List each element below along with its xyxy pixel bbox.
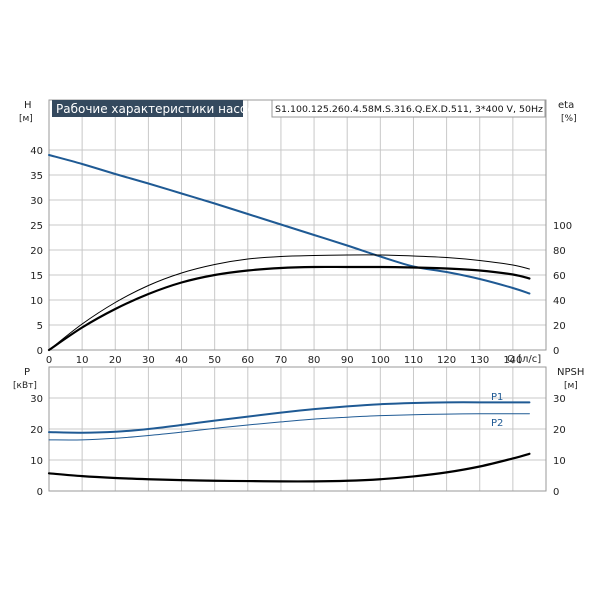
upper-right-axis-unit: [%] bbox=[561, 114, 577, 124]
lower-tick-labels: 0 10 20 30 0 10 20 30 bbox=[30, 394, 565, 498]
right-tick-label: 60 bbox=[553, 271, 566, 282]
pump-model-label: S1.100.125.260.4.58M.S.316.Q.EX.D.511, 3… bbox=[275, 105, 543, 115]
upper-tick-labels: 0 5 10 15 20 25 30 35 40 0 20 40 60 80 100 0 10 20 30 40 50 6… bbox=[30, 146, 572, 366]
x-axis-label: Q [л/с] bbox=[507, 354, 541, 365]
right-tick-label: 40 bbox=[553, 296, 566, 307]
right-tick-label: 30 bbox=[553, 394, 566, 405]
left-tick-label: 35 bbox=[30, 171, 43, 182]
title-background bbox=[52, 100, 243, 117]
x-tick-label: 20 bbox=[109, 355, 122, 366]
lower-gridlines bbox=[49, 367, 546, 491]
right-tick-label: 20 bbox=[553, 321, 566, 332]
right-tick-label: 20 bbox=[553, 425, 566, 436]
x-tick-label: 40 bbox=[175, 355, 188, 366]
left-tick-label: 30 bbox=[30, 196, 43, 207]
left-tick-label: 0 bbox=[37, 346, 43, 357]
lower-series-line-0 bbox=[48, 401, 531, 434]
lower-series-line-1 bbox=[48, 413, 530, 441]
x-tick-label: 50 bbox=[208, 355, 221, 366]
x-tick-label: 60 bbox=[241, 355, 254, 366]
lower-plot-frame bbox=[48, 366, 547, 492]
upper-series-lines bbox=[47, 154, 531, 352]
upper-series-line-2 bbox=[48, 254, 530, 351]
model-box bbox=[271, 99, 546, 118]
x-tick-label: 70 bbox=[275, 355, 288, 366]
x-tick-label: 110 bbox=[404, 355, 423, 366]
x-tick-label: 140 bbox=[503, 355, 522, 366]
chart-title: Рабочие характеристики насоса bbox=[56, 102, 261, 116]
upper-series-line-1 bbox=[47, 265, 531, 352]
x-tick-label: 0 bbox=[46, 355, 52, 366]
lower-series-line-2 bbox=[47, 452, 531, 483]
left-tick-label: 10 bbox=[30, 296, 43, 307]
upper-gridlines bbox=[49, 100, 546, 350]
right-tick-label: 80 bbox=[553, 246, 566, 257]
series-label-p1: P1 bbox=[491, 392, 503, 403]
left-tick-label: 30 bbox=[30, 394, 43, 405]
series-label-p2: P2 bbox=[491, 418, 503, 429]
right-tick-label: 10 bbox=[553, 456, 566, 467]
left-tick-label: 20 bbox=[30, 425, 43, 436]
upper-series-line-0 bbox=[48, 154, 531, 295]
left-tick-label: 5 bbox=[37, 321, 43, 332]
x-tick-label: 90 bbox=[341, 355, 354, 366]
upper-left-axis-label: H bbox=[24, 100, 32, 111]
right-tick-label: 0 bbox=[553, 346, 559, 357]
upper-right-axis-label: eta bbox=[558, 100, 574, 111]
right-tick-label: 100 bbox=[553, 221, 572, 232]
left-tick-label: 0 bbox=[37, 487, 43, 498]
lower-right-axis-label: NPSH bbox=[557, 367, 584, 378]
lower-left-axis-label: P bbox=[24, 367, 30, 378]
x-tick-label: 120 bbox=[437, 355, 456, 366]
left-tick-label: 40 bbox=[30, 146, 43, 157]
upper-left-axis-unit: [м] bbox=[19, 114, 33, 124]
x-tick-label: 80 bbox=[308, 355, 321, 366]
lower-right-axis-unit: [м] bbox=[564, 381, 578, 391]
x-tick-label: 30 bbox=[142, 355, 155, 366]
x-tick-label: 130 bbox=[470, 355, 489, 366]
right-tick-label: 0 bbox=[553, 487, 559, 498]
x-tick-label: 10 bbox=[76, 355, 89, 366]
x-tick-label: 100 bbox=[371, 355, 390, 366]
left-tick-label: 10 bbox=[30, 456, 43, 467]
left-tick-label: 20 bbox=[30, 246, 43, 257]
left-tick-label: 25 bbox=[30, 221, 43, 232]
lower-left-axis-unit: [кВт] bbox=[13, 381, 37, 391]
left-tick-label: 15 bbox=[30, 271, 43, 282]
lower-series-lines bbox=[47, 401, 531, 483]
